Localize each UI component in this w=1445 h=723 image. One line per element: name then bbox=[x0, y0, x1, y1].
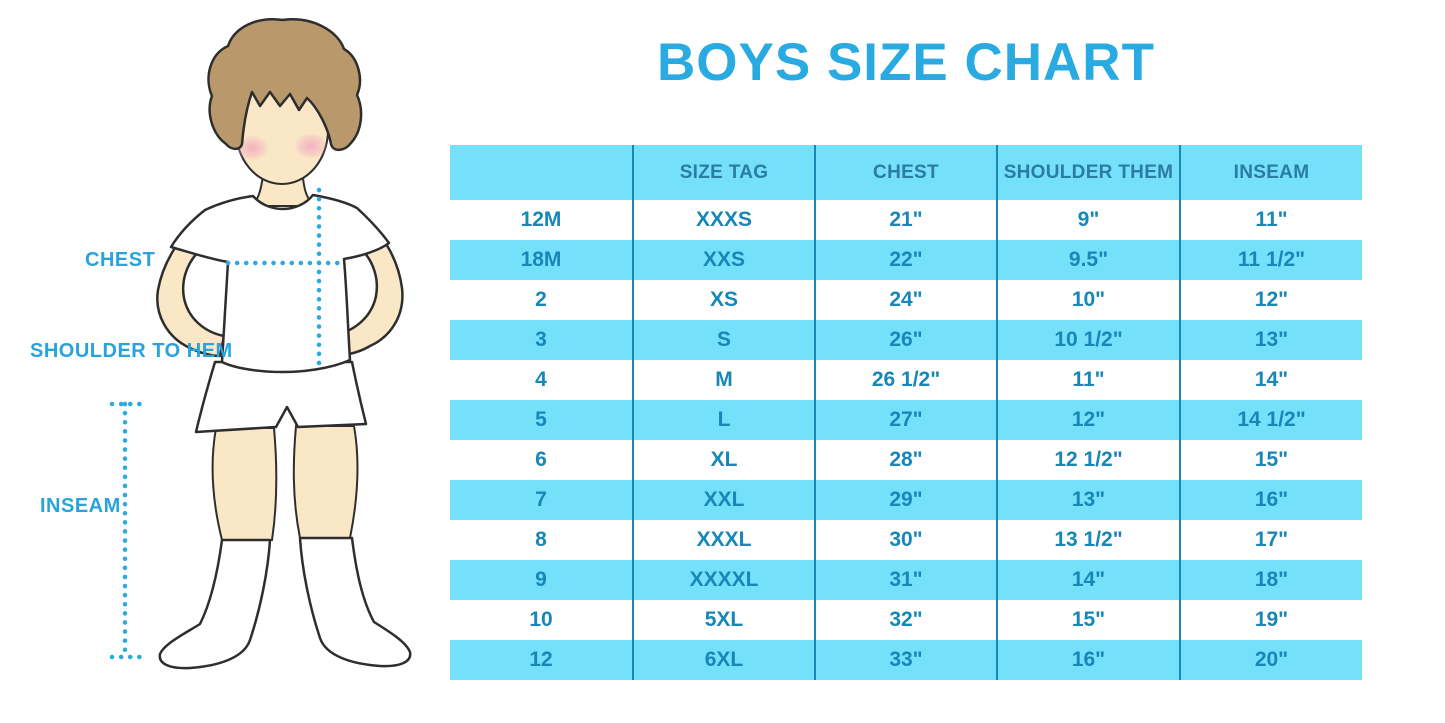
table-cell: 14 1/2" bbox=[1179, 400, 1362, 440]
column-header-size-tag: SIZE TAG bbox=[632, 145, 815, 200]
table-cell: 9.5" bbox=[996, 240, 1180, 280]
right-leg bbox=[292, 425, 359, 539]
blush-right bbox=[294, 133, 328, 159]
table-cell: 21" bbox=[814, 200, 997, 240]
table-cell: 33" bbox=[814, 640, 997, 680]
table-row: 3 S 26" 10 1/2" 13" bbox=[450, 320, 1362, 360]
table-cell: S bbox=[632, 320, 815, 360]
table-row: 12M XXXS 21" 9" 11" bbox=[450, 200, 1362, 240]
table-cell: 13 1/2" bbox=[996, 520, 1180, 560]
table-cell: 14" bbox=[1179, 360, 1362, 400]
table-cell: 18M bbox=[520, 248, 562, 271]
table-cell: 11" bbox=[996, 360, 1180, 400]
table-cell: 24" bbox=[814, 280, 997, 320]
table-cell: 2 bbox=[535, 288, 547, 311]
table-cell: 20" bbox=[1179, 640, 1362, 680]
table-row: 10 5XL 32" 15" 19" bbox=[450, 600, 1362, 640]
table-cell: 4 bbox=[535, 368, 547, 391]
table-cell: 28" bbox=[814, 440, 997, 480]
size-table: SIZE TAG CHEST SHOULDER THEM INSEAM 12M … bbox=[450, 145, 1362, 680]
table-cell: 9 bbox=[535, 568, 547, 591]
inseam-label: INSEAM bbox=[40, 495, 121, 517]
table-cell: 32" bbox=[814, 600, 997, 640]
boy-illustration bbox=[109, 17, 412, 670]
table-cell: 12 1/2" bbox=[996, 440, 1180, 480]
table-row: 8 XXXL 30" 13 1/2" 17" bbox=[450, 520, 1362, 560]
column-header-size bbox=[450, 145, 633, 200]
table-cell: 16" bbox=[996, 640, 1180, 680]
table-cell: 22" bbox=[814, 240, 997, 280]
table-cell: XL bbox=[632, 440, 815, 480]
blush-left bbox=[235, 135, 269, 161]
table-cell: 30" bbox=[814, 520, 997, 560]
table-cell: 29" bbox=[814, 480, 997, 520]
chest-label: CHEST bbox=[85, 249, 156, 271]
table-row: 5 L 27" 12" 14 1/2" bbox=[450, 400, 1362, 440]
table-row: 4 M 26 1/2" 11" 14" bbox=[450, 360, 1362, 400]
table-cell: 7 bbox=[535, 488, 547, 511]
tshirt bbox=[169, 193, 391, 374]
table-cell: 15" bbox=[1179, 440, 1362, 480]
table-cell: 12" bbox=[1179, 280, 1362, 320]
table-cell: 3 bbox=[535, 328, 547, 351]
table-cell: 6XL bbox=[632, 640, 815, 680]
table-cell: M bbox=[632, 360, 815, 400]
table-row: 7 XXL 29" 13" 16" bbox=[450, 480, 1362, 520]
left-sock bbox=[158, 538, 272, 670]
table-cell: 10 1/2" bbox=[996, 320, 1180, 360]
table-cell: 16" bbox=[1179, 480, 1362, 520]
table-cell: 13" bbox=[1179, 320, 1362, 360]
table-cell: 14" bbox=[996, 560, 1180, 600]
table-cell: 26 1/2" bbox=[814, 360, 997, 400]
column-header-chest: CHEST bbox=[814, 145, 997, 200]
column-header-shoulder: SHOULDER THEM bbox=[996, 145, 1180, 200]
right-sock bbox=[298, 536, 412, 668]
table-cell: 5XL bbox=[632, 600, 815, 640]
table-cell: 8 bbox=[535, 528, 547, 551]
table-row: 6 XL 28" 12 1/2" 15" bbox=[450, 440, 1362, 480]
table-cell: 13" bbox=[996, 480, 1180, 520]
table-cell: 6 bbox=[535, 448, 547, 471]
table-cell: 12M bbox=[520, 208, 562, 231]
table-cell: XXS bbox=[632, 240, 815, 280]
table-row: 9 XXXXL 31" 14" 18" bbox=[450, 560, 1362, 600]
table-cell: 9" bbox=[996, 200, 1180, 240]
table-cell: 11" bbox=[1179, 200, 1362, 240]
table-cell: 27" bbox=[814, 400, 997, 440]
table-cell: XXXXL bbox=[632, 560, 815, 600]
right-arm bbox=[334, 210, 404, 357]
header-row: SIZE TAG CHEST SHOULDER THEM INSEAM bbox=[450, 145, 1362, 200]
table-cell: 12" bbox=[996, 400, 1180, 440]
column-header-inseam: INSEAM bbox=[1179, 145, 1362, 200]
table-cell: XXXL bbox=[632, 520, 815, 560]
table-cell: L bbox=[632, 400, 815, 440]
table-cell: 31" bbox=[814, 560, 997, 600]
shoulder-to-hem-label: SHOULDER TO HEM bbox=[30, 340, 233, 362]
table-cell: XXL bbox=[632, 480, 815, 520]
table-row: 2 XS 24" 10" 12" bbox=[450, 280, 1362, 320]
table-row: 18M XXS 22" 9.5" 11 1/2" bbox=[450, 240, 1362, 280]
table-cell: 11 1/2" bbox=[1179, 240, 1362, 280]
table-cell: 26" bbox=[814, 320, 997, 360]
table-cell: 19" bbox=[1179, 600, 1362, 640]
table-cell: 18" bbox=[1179, 560, 1362, 600]
table-cell: 5 bbox=[535, 408, 547, 431]
table-cell: 10" bbox=[996, 280, 1180, 320]
table-cell: 15" bbox=[996, 600, 1180, 640]
table-cell: 12 bbox=[529, 648, 553, 671]
table-cell: XS bbox=[632, 280, 815, 320]
table-cell: 10 bbox=[529, 608, 553, 631]
hair bbox=[207, 17, 363, 152]
left-arm bbox=[156, 212, 226, 358]
table-cell: XXXS bbox=[632, 200, 815, 240]
page-title: BOYS SIZE CHART bbox=[657, 33, 1155, 92]
left-leg bbox=[211, 427, 278, 541]
shorts bbox=[194, 360, 368, 434]
table-cell: 17" bbox=[1179, 520, 1362, 560]
table-row: 12 6XL 33" 16" 20" bbox=[450, 640, 1362, 680]
